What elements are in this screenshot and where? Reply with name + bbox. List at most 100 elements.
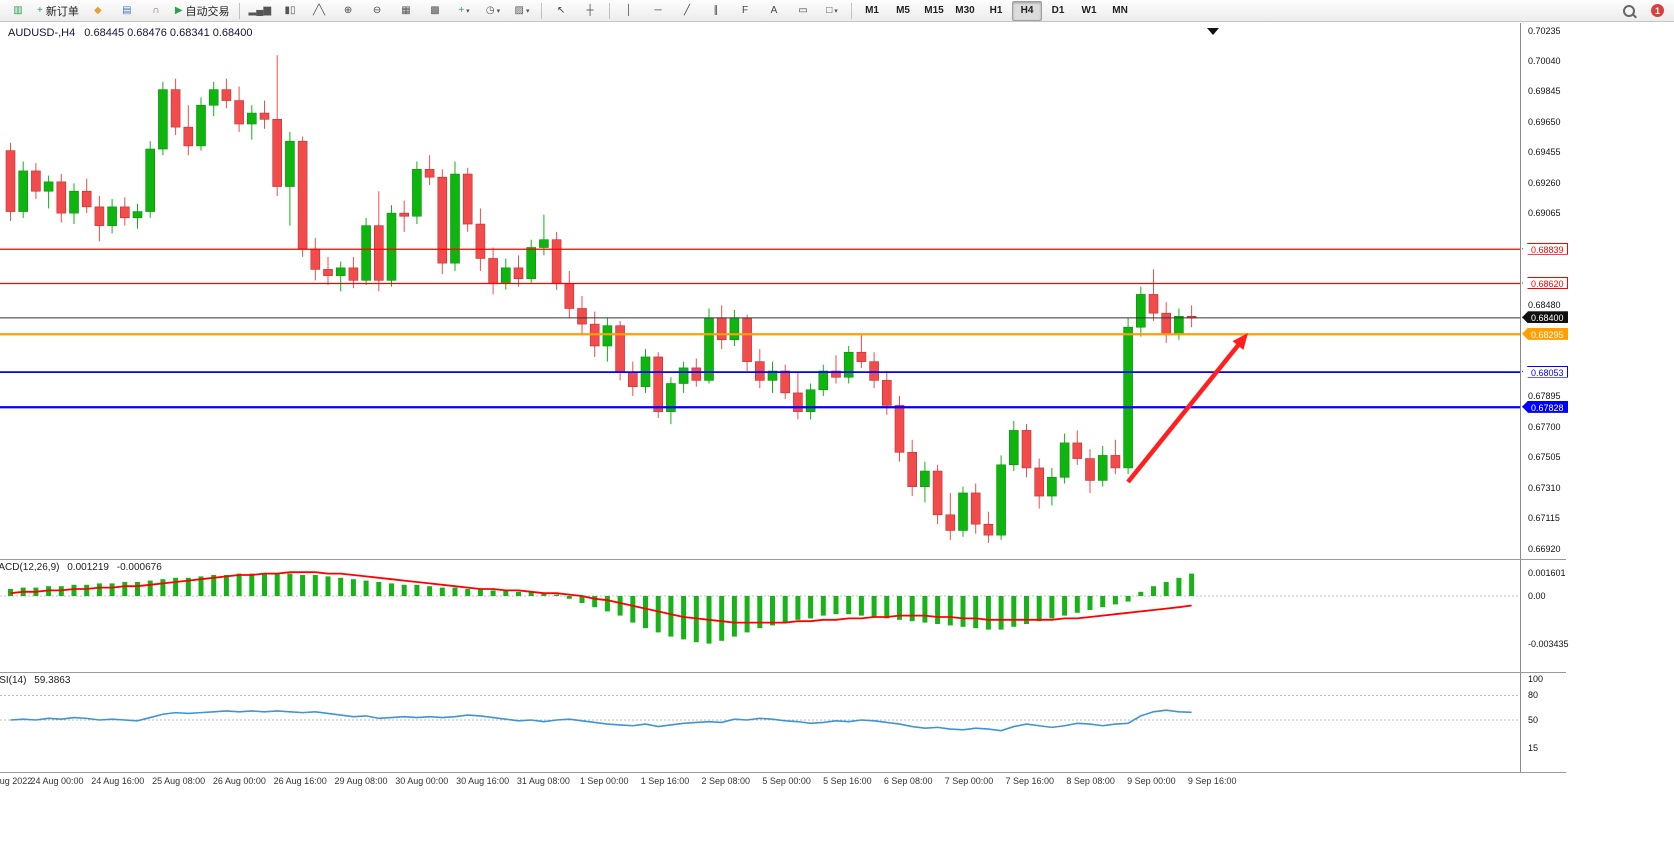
candle[interactable] bbox=[767, 370, 778, 381]
cursor-icon[interactable]: ↖ bbox=[547, 1, 575, 21]
candle[interactable] bbox=[1059, 442, 1070, 478]
candle[interactable] bbox=[742, 317, 752, 362]
price-line-badge[interactable]: 0.67828 bbox=[1522, 400, 1568, 413]
candle[interactable] bbox=[526, 247, 537, 280]
panel-divider[interactable] bbox=[0, 672, 1566, 673]
candle[interactable] bbox=[1008, 430, 1019, 466]
periods-icon[interactable]: ◷ ▾ bbox=[479, 1, 507, 21]
candle[interactable] bbox=[488, 258, 498, 284]
shapes-icon[interactable]: □ ▾ bbox=[818, 1, 846, 21]
tf-d1-button[interactable]: D1 bbox=[1043, 1, 1073, 21]
tf-h1-button[interactable]: H1 bbox=[981, 1, 1011, 21]
candle[interactable] bbox=[18, 170, 29, 212]
notification-count-badge[interactable]: 1 bbox=[1651, 4, 1664, 17]
price-line-badge[interactable]: 0.68295 bbox=[1522, 327, 1568, 340]
candle[interactable] bbox=[247, 112, 257, 125]
candle[interactable] bbox=[132, 211, 143, 219]
candle[interactable] bbox=[462, 173, 473, 225]
horizontal-line-icon[interactable]: ─ bbox=[644, 1, 672, 21]
candle[interactable] bbox=[500, 267, 511, 284]
candle[interactable] bbox=[437, 176, 448, 264]
tf-m5-button[interactable]: M5 bbox=[888, 1, 918, 21]
candle[interactable] bbox=[69, 190, 79, 214]
tf-h4-button[interactable]: H4 bbox=[1012, 0, 1043, 21]
candle[interactable] bbox=[1085, 458, 1095, 481]
indicators-icon[interactable]: + ▾ bbox=[450, 1, 478, 21]
candle[interactable] bbox=[627, 372, 638, 387]
candle[interactable] bbox=[208, 89, 219, 106]
candle[interactable] bbox=[310, 248, 321, 270]
profile-icon[interactable]: ▤ bbox=[113, 1, 141, 21]
market-watch-icon[interactable]: ◆ bbox=[84, 1, 112, 21]
candle[interactable] bbox=[56, 181, 67, 214]
candle[interactable] bbox=[856, 351, 867, 362]
candle[interactable] bbox=[94, 206, 105, 226]
macd-indicator-panel[interactable] bbox=[0, 560, 1520, 672]
price-axis[interactable]: 0.70235 0.70040 0.69845 0.69650 0.69455 0.692… bbox=[1520, 23, 1573, 772]
candle[interactable] bbox=[653, 356, 664, 412]
candle[interactable] bbox=[1136, 294, 1146, 328]
candlestick-chart-type-icon[interactable]: ▮▯ bbox=[276, 1, 304, 21]
candle[interactable] bbox=[818, 370, 829, 391]
candle[interactable] bbox=[704, 317, 714, 381]
candle[interactable] bbox=[1047, 477, 1057, 497]
new-order-button[interactable]: + 新订单 bbox=[33, 1, 83, 21]
candle[interactable] bbox=[716, 317, 727, 341]
templates-icon[interactable]: ▨ ▾ bbox=[508, 1, 536, 21]
candle[interactable] bbox=[869, 361, 879, 381]
candle[interactable] bbox=[894, 405, 905, 453]
candle[interactable] bbox=[945, 514, 956, 531]
candle[interactable] bbox=[297, 140, 308, 250]
candle[interactable] bbox=[729, 317, 740, 341]
candle[interactable] bbox=[373, 225, 384, 281]
candle[interactable] bbox=[158, 89, 168, 150]
candle[interactable] bbox=[120, 206, 130, 219]
candle[interactable] bbox=[272, 119, 283, 187]
tf-m15-button[interactable]: M15 bbox=[919, 1, 949, 21]
candle[interactable] bbox=[1034, 467, 1044, 497]
candle[interactable] bbox=[234, 100, 244, 125]
cascade-windows-icon[interactable]: ▩ bbox=[421, 1, 449, 21]
tf-w1-button[interactable]: W1 bbox=[1074, 1, 1104, 21]
candle[interactable] bbox=[513, 267, 524, 280]
candle[interactable] bbox=[754, 361, 765, 381]
price-line-badge[interactable]: 0.68053 bbox=[1522, 365, 1568, 378]
candle[interactable] bbox=[1097, 455, 1108, 481]
tf-mn-button[interactable]: MN bbox=[1105, 1, 1135, 21]
tf-m1-button[interactable]: M1 bbox=[857, 1, 887, 21]
candle[interactable] bbox=[196, 104, 206, 147]
vertical-line-icon[interactable]: │ bbox=[615, 1, 643, 21]
candle[interactable] bbox=[780, 370, 791, 394]
bar-chart-type-icon[interactable]: ▂▄▆ bbox=[245, 1, 275, 21]
candle[interactable] bbox=[412, 169, 422, 217]
price-line-badge[interactable]: 0.68400 bbox=[1522, 311, 1568, 324]
crosshair-icon[interactable]: ┼ bbox=[576, 1, 604, 21]
candle[interactable] bbox=[1072, 442, 1083, 459]
candle[interactable] bbox=[970, 492, 981, 525]
candle[interactable] bbox=[145, 148, 155, 212]
candle[interactable] bbox=[920, 470, 930, 487]
channel-icon[interactable]: ∥ bbox=[702, 1, 730, 21]
tile-windows-icon[interactable]: ▦ bbox=[392, 1, 420, 21]
candle[interactable] bbox=[361, 225, 371, 281]
tf-m30-button[interactable]: M30 bbox=[950, 1, 980, 21]
candle[interactable] bbox=[1161, 312, 1171, 334]
price-line-badge[interactable]: 0.68620 bbox=[1522, 276, 1568, 289]
trendline-icon[interactable]: ╱ bbox=[673, 1, 701, 21]
price-line-badge[interactable]: 0.68839 bbox=[1522, 242, 1568, 255]
candle[interactable] bbox=[958, 492, 968, 531]
candle[interactable] bbox=[907, 451, 918, 487]
candle[interactable] bbox=[793, 392, 803, 412]
candle[interactable] bbox=[691, 367, 702, 381]
candle[interactable] bbox=[551, 239, 562, 284]
candle[interactable] bbox=[805, 389, 816, 412]
candle[interactable] bbox=[666, 383, 676, 412]
candle[interactable] bbox=[475, 223, 486, 259]
candle[interactable] bbox=[348, 267, 359, 281]
auto-trading-button[interactable]: ▶ 自动交易 bbox=[171, 1, 234, 21]
search-icon[interactable] bbox=[1615, 1, 1643, 21]
arrows-tool-icon[interactable]: ▭ bbox=[789, 1, 817, 21]
candle[interactable] bbox=[602, 325, 613, 347]
candle[interactable] bbox=[107, 206, 117, 226]
